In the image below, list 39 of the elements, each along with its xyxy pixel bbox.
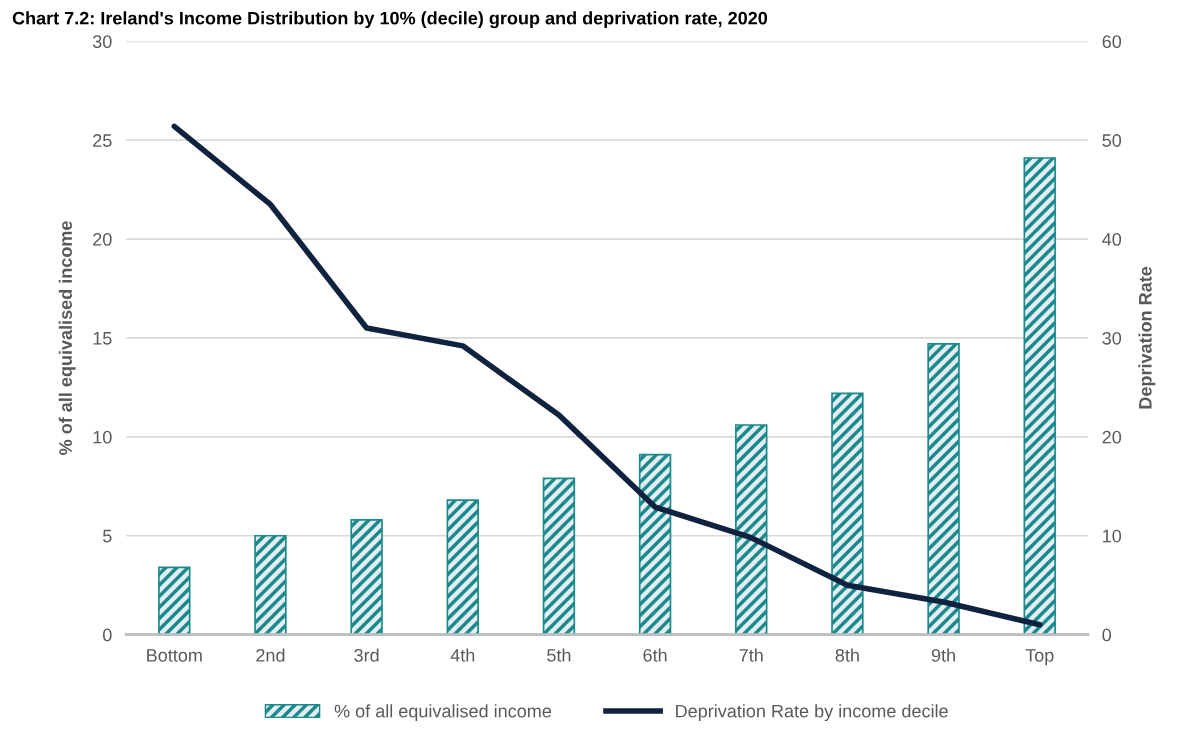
- y2-tick-label: 30: [1102, 331, 1122, 345]
- x-tick-label: 7th: [739, 648, 763, 662]
- y-tick-label: 10: [93, 430, 112, 444]
- y-tick-label: 5: [103, 529, 112, 543]
- y2-tick-label: 40: [1102, 233, 1122, 246]
- x-tick-label: 6th: [643, 648, 667, 662]
- bar: [542, 477, 576, 635]
- x-tick-label: Bottom: [147, 649, 202, 662]
- legend-label: % of all equivalised income: [334, 704, 552, 722]
- x-tick-label: 2nd: [256, 648, 285, 662]
- y2-tick-label: 10: [1103, 529, 1122, 543]
- y2-tick-label: 50: [1102, 134, 1122, 147]
- y-tick-label: 25: [93, 134, 112, 147]
- y-tick-label: 15: [93, 332, 112, 345]
- y-axis-title: % of all equivalised income: [58, 221, 76, 455]
- bar: [350, 519, 383, 635]
- bar: [735, 424, 768, 635]
- chart-title: Chart 7.2: Ireland's Income Distribution by 10% (decile) group and deprivation rate, 2020: [12, 11, 768, 29]
- y2-axis-title: Deprivation Rate: [1138, 266, 1156, 409]
- y-tick-label: 30: [92, 35, 112, 49]
- bar: [831, 392, 864, 635]
- x-tick-label: 8th: [835, 648, 859, 662]
- bar: [254, 534, 287, 635]
- x-tick-label: 5th: [547, 648, 571, 662]
- y-tick-label: 20: [93, 233, 112, 246]
- bar: [927, 343, 960, 635]
- y-tick-label: 0: [102, 628, 112, 642]
- y2-tick-label: 60: [1102, 35, 1122, 49]
- x-tick-label: 4th: [450, 648, 475, 662]
- y2-tick-label: 20: [1102, 430, 1122, 444]
- bar: [446, 499, 479, 635]
- x-tick-label: Top: [1025, 649, 1054, 666]
- bar: [638, 453, 672, 635]
- legend-label: Deprivation Rate by income decile: [676, 704, 948, 722]
- x-tick-label: 3rd: [354, 648, 379, 662]
- bar: [158, 566, 191, 635]
- bar: [1023, 157, 1056, 635]
- x-tick-label: 9th: [931, 648, 955, 662]
- y2-tick-label: 0: [1102, 628, 1112, 642]
